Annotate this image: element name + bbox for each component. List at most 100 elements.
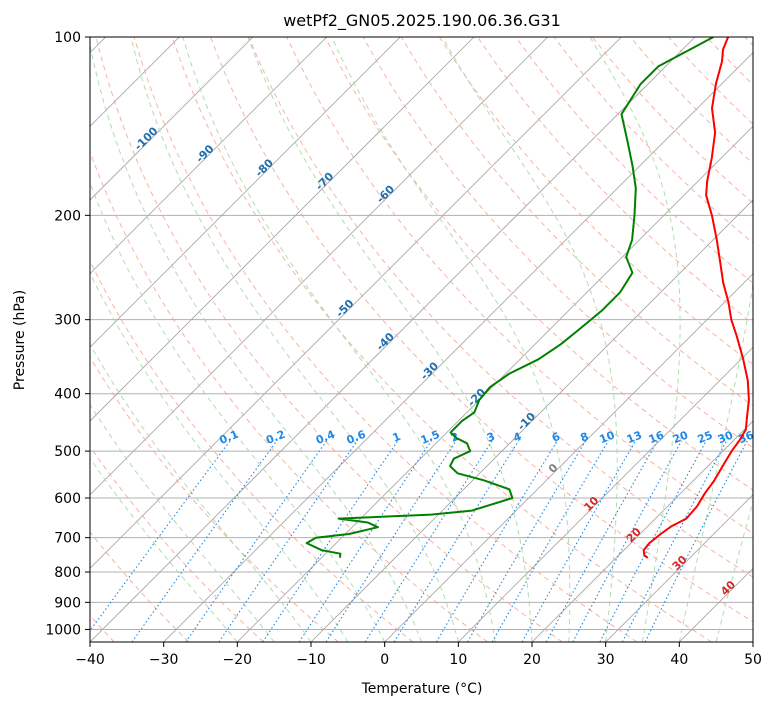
isotherm-line	[752, 641, 753, 642]
dry-adiabat-line	[744, 37, 753, 47]
y-axis-ticks: 100 200 300 400 500 600 700 800 900 1000	[45, 30, 90, 638]
y-axis-label: Pressure (hPa)	[12, 290, 28, 390]
isotherm-value-label: -70	[313, 170, 336, 193]
mixing-ratio-label: 10	[598, 428, 617, 446]
mixing-ratio-line	[393, 440, 520, 642]
dry-adiabat-line	[90, 531, 190, 642]
mixing-ratio-line	[298, 440, 432, 642]
isotherm-line	[237, 125, 753, 642]
moist-adiabat-line	[182, 37, 496, 642]
mixing-ratio-label: 8	[578, 430, 590, 445]
chart-title: wetPf2_GN05.2025.190.06.36.G31	[283, 11, 561, 31]
mixing-ratio-line	[90, 440, 231, 632]
isotherm-value-label: -100	[132, 124, 161, 153]
moist-adiabat-line	[90, 42, 422, 642]
temperature-profile-line	[642, 37, 750, 559]
mixing-ratio-label: 16	[647, 428, 666, 446]
dry-adiabat-line	[706, 37, 753, 86]
mixing-ratio-line	[621, 440, 728, 642]
isotherm-line	[90, 37, 548, 496]
dry-adiabat-line	[133, 37, 638, 642]
moist-adiabat-line	[90, 181, 386, 642]
dry-adiabat-line	[668, 37, 753, 125]
isotherm-value-label: 10	[581, 494, 601, 514]
dry-adiabat-line	[553, 37, 753, 244]
mixing-ratio-label: 0.4	[314, 428, 337, 447]
isotherm-line	[90, 37, 254, 201]
dry-adiabat-line	[90, 356, 339, 642]
isotherm-value-label: -40	[374, 330, 397, 353]
isotherm-line	[90, 37, 622, 569]
dry-adiabat-line	[90, 259, 414, 642]
mixing-ratio-lines	[90, 440, 748, 642]
mixing-ratio-line	[185, 440, 328, 642]
mixing-ratio-line	[572, 440, 683, 642]
mixing-ratio-label: 30	[716, 428, 735, 446]
x-tick-label: 30	[597, 652, 615, 668]
x-axis-label: Temperature (°C)	[361, 681, 483, 697]
mixing-ratio-line	[364, 440, 493, 642]
mixing-ratio-line	[545, 440, 659, 642]
isotherm-line	[90, 37, 327, 275]
y-tick-label: 500	[54, 444, 81, 460]
mixing-ratio-line	[467, 440, 587, 642]
y-tick-label: 800	[54, 565, 81, 581]
y-tick-label: 100	[54, 30, 81, 46]
dry-adiabat-line	[95, 37, 563, 642]
dry-adiabat-line	[438, 37, 753, 366]
isotherm-value-label: -60	[374, 182, 397, 205]
mixing-ratio-label: 1	[391, 430, 403, 445]
y-tick-label: 1000	[45, 622, 81, 638]
isotherm-value-label: -10	[515, 410, 538, 433]
y-tick-label: 900	[54, 595, 81, 611]
isotherm-value-label: 20	[624, 525, 644, 545]
isotherm-value-label: -90	[193, 142, 216, 165]
mixing-ratio-line	[435, 440, 558, 642]
dry-adiabat-line	[400, 37, 753, 407]
dry-adiabat-line	[286, 37, 753, 534]
x-tick-label: 50	[744, 652, 762, 668]
mixing-ratio-label: 0.2	[264, 428, 287, 447]
isotherm-value-label: 30	[670, 553, 690, 573]
dry-adiabat-line	[248, 37, 753, 578]
isobar-grid	[90, 37, 753, 630]
mixing-ratio-line	[521, 440, 637, 642]
moist-adiabat-line	[90, 271, 349, 642]
mixing-ratio-label: 13	[625, 428, 644, 446]
dry-adiabat-line	[90, 445, 264, 642]
y-tick-label: 400	[54, 387, 81, 403]
moist-adiabat-line	[715, 499, 753, 642]
mixing-ratio-label: 20	[671, 428, 690, 446]
isotherm-value-label: -80	[253, 156, 276, 179]
x-tick-label: 10	[449, 652, 467, 668]
mixing-ratio-label: 25	[695, 428, 714, 446]
x-tick-label: −30	[149, 652, 179, 668]
dewpoint-profile-line	[305, 37, 714, 558]
mixing-ratio-label: 36	[737, 428, 756, 446]
y-tick-label: 700	[54, 531, 81, 547]
isotherm-line	[458, 346, 753, 642]
moist-adiabat-line	[90, 457, 238, 642]
plot-frame	[89, 36, 754, 643]
dry-adiabat-line	[515, 37, 753, 284]
moist-adiabat-line	[90, 403, 275, 642]
x-tick-label: 20	[523, 652, 541, 668]
isotherm-value-label: -30	[418, 359, 441, 382]
moist-adiabat-line	[247, 37, 533, 642]
y-tick-label: 600	[54, 491, 81, 507]
moist-adiabat-line	[331, 37, 571, 642]
mixing-ratio-label: 1.5	[419, 428, 442, 447]
isotherm-value-label: 40	[718, 578, 738, 598]
y-tick-label: 300	[54, 313, 81, 329]
x-axis-ticks: −40 −30 −20 −10 0 10 20 30 40 50	[75, 642, 762, 668]
moist-adiabat-line	[589, 37, 681, 642]
isotherm-line	[90, 37, 401, 348]
moist-adiabat-line	[90, 343, 312, 642]
mixing-ratio-line	[262, 440, 399, 642]
mixing-ratio-label: 0.6	[345, 428, 368, 447]
dry-adiabat-line	[171, 37, 712, 642]
isotherm-line	[384, 273, 753, 642]
isotherm-line	[163, 52, 753, 642]
x-tick-label: 40	[670, 652, 688, 668]
